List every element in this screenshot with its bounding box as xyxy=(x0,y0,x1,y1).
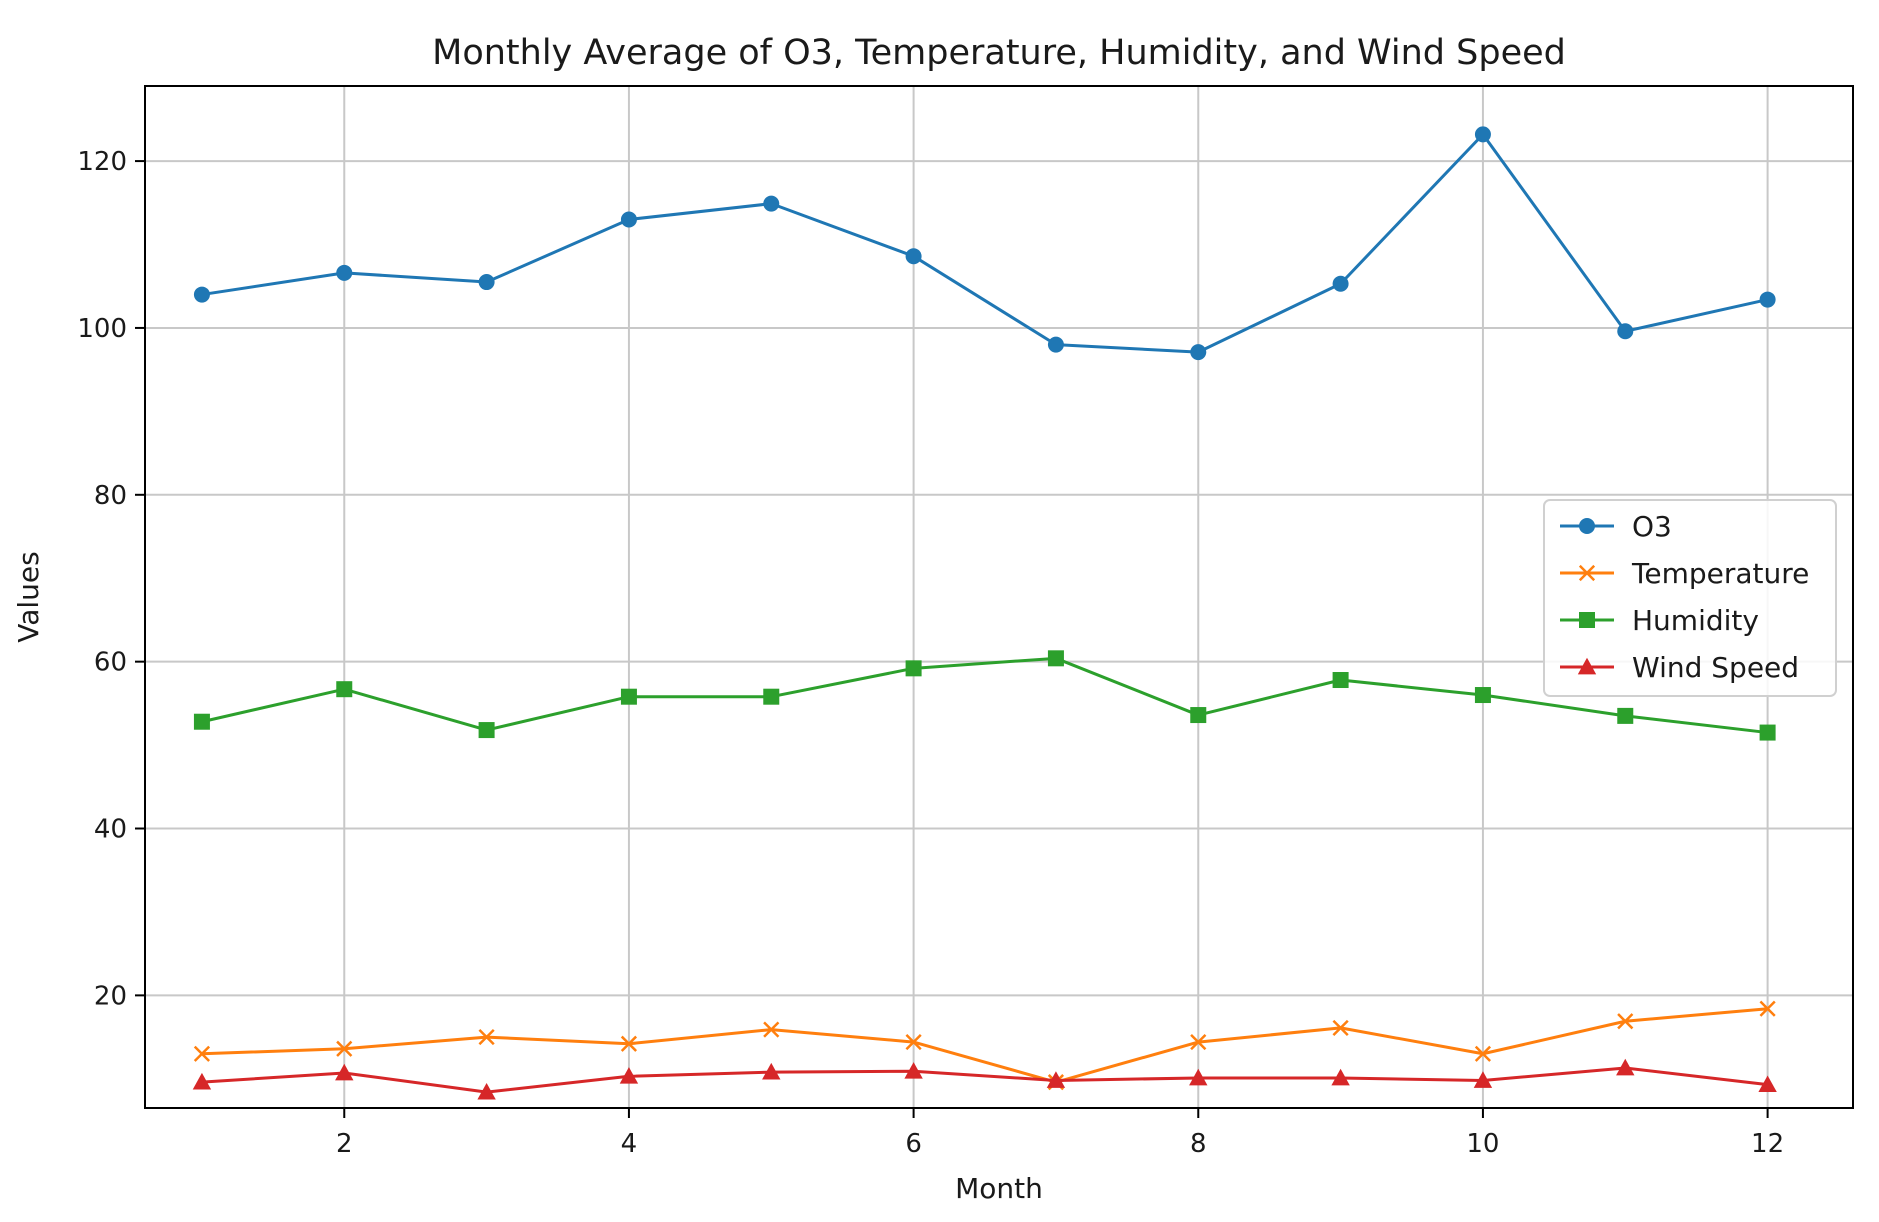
legend-entry-wind-speed: Wind Speed xyxy=(1560,651,1799,684)
y-tick-label: 120 xyxy=(77,147,127,177)
data-point-wind-speed xyxy=(1331,1068,1350,1086)
data-point-humidity xyxy=(1474,687,1491,704)
data-point-wind-speed xyxy=(335,1063,354,1081)
data-point-wind-speed xyxy=(762,1062,781,1080)
data-point-temperature xyxy=(336,1040,353,1057)
legend: O3 Temperature Humidity Wind Speed xyxy=(1543,499,1837,697)
data-point-temperature xyxy=(905,1034,922,1051)
x-tick-label: 2 xyxy=(336,1129,353,1159)
x-tick-label: 4 xyxy=(621,1129,638,1159)
data-point-temperature xyxy=(763,1021,780,1038)
data-point-o3 xyxy=(1332,275,1349,292)
data-point-wind-speed xyxy=(904,1062,923,1079)
legend-box xyxy=(1543,499,1837,697)
series-humidity xyxy=(193,650,1776,741)
legend-swatch-marker xyxy=(1579,518,1595,534)
data-point-humidity xyxy=(1332,672,1349,689)
data-point-wind-speed xyxy=(477,1082,496,1100)
data-point-humidity xyxy=(478,722,495,739)
data-point-wind-speed xyxy=(1189,1068,1208,1086)
y-tick-label: 40 xyxy=(94,815,127,845)
y-tick-label: 80 xyxy=(94,481,127,511)
data-point-o3 xyxy=(1474,126,1491,143)
x-tick-label: 10 xyxy=(1466,1129,1499,1159)
data-point-o3 xyxy=(1759,291,1776,308)
legend-entry-o3: O3 xyxy=(1560,510,1672,543)
data-point-wind-speed xyxy=(1046,1071,1066,1088)
data-point-o3 xyxy=(1617,323,1634,340)
data-point-o3 xyxy=(763,195,780,212)
data-point-humidity xyxy=(336,681,353,698)
x-tick-label: 6 xyxy=(905,1129,922,1159)
series-line-temperature xyxy=(201,1007,1768,1084)
legend-entry-humidity: Humidity xyxy=(1560,604,1759,637)
legend-label-temperature: Temperature xyxy=(1631,557,1809,590)
chart-title: Monthly Average of O3, Temperature, Humi… xyxy=(432,33,1566,73)
y-tick-label: 20 xyxy=(94,981,127,1011)
data-point-temperature xyxy=(1617,1013,1634,1030)
series-line-humidity xyxy=(201,656,1768,735)
axis-ticks: 2 4 6 8 10 12 20 40 60 80 100 120 xyxy=(77,147,1784,1159)
series-layer xyxy=(192,126,1777,1100)
legend-label-humidity: Humidity xyxy=(1632,604,1759,637)
legend-swatch-marker xyxy=(1577,657,1597,675)
legend-label-o3: O3 xyxy=(1632,510,1672,543)
data-point-wind-speed xyxy=(619,1067,639,1084)
data-point-humidity xyxy=(763,688,780,705)
data-point-temperature xyxy=(1332,1019,1349,1036)
data-point-o3 xyxy=(905,248,922,265)
data-point-humidity xyxy=(905,660,922,677)
legend-swatch-marker xyxy=(1579,612,1595,628)
y-tick-label: 60 xyxy=(94,648,127,678)
data-point-o3 xyxy=(1190,344,1207,361)
series-line-wind-speed xyxy=(201,1066,1768,1094)
data-point-wind-speed xyxy=(1473,1071,1493,1088)
y-axis-label: Values xyxy=(12,551,45,642)
data-point-o3 xyxy=(193,286,210,303)
data-point-temperature xyxy=(620,1035,638,1052)
legend-entry-temperature: Temperature xyxy=(1560,557,1809,590)
series-wind-speed xyxy=(192,1058,1777,1100)
data-point-temperature xyxy=(478,1029,495,1046)
data-point-temperature xyxy=(193,1045,211,1062)
data-point-humidity xyxy=(620,688,637,705)
data-point-o3 xyxy=(1047,336,1064,353)
data-point-wind-speed xyxy=(1758,1075,1777,1092)
data-point-temperature xyxy=(1190,1034,1207,1051)
data-point-o3 xyxy=(336,264,353,281)
x-tick-label: 8 xyxy=(1190,1129,1207,1159)
data-point-temperature xyxy=(1474,1045,1492,1062)
x-tick-label: 12 xyxy=(1751,1129,1784,1159)
x-axis-label: Month xyxy=(955,1172,1043,1205)
data-point-o3 xyxy=(478,274,495,291)
data-point-humidity xyxy=(1047,650,1064,667)
legend-label-wind-speed: Wind Speed xyxy=(1632,651,1799,684)
legend-swatch-marker xyxy=(1578,564,1596,582)
data-point-humidity xyxy=(193,713,210,730)
plot-frame xyxy=(144,85,1854,1109)
y-tick-label: 100 xyxy=(77,314,127,344)
data-point-humidity xyxy=(1759,724,1776,741)
data-point-temperature xyxy=(1759,1000,1776,1017)
data-point-humidity xyxy=(1617,707,1634,724)
series-line-o3 xyxy=(201,132,1768,354)
data-point-wind-speed xyxy=(192,1072,212,1090)
series-o3 xyxy=(193,126,1776,361)
data-point-wind-speed xyxy=(1616,1058,1635,1076)
data-point-o3 xyxy=(620,211,637,228)
data-point-humidity xyxy=(1190,707,1207,724)
